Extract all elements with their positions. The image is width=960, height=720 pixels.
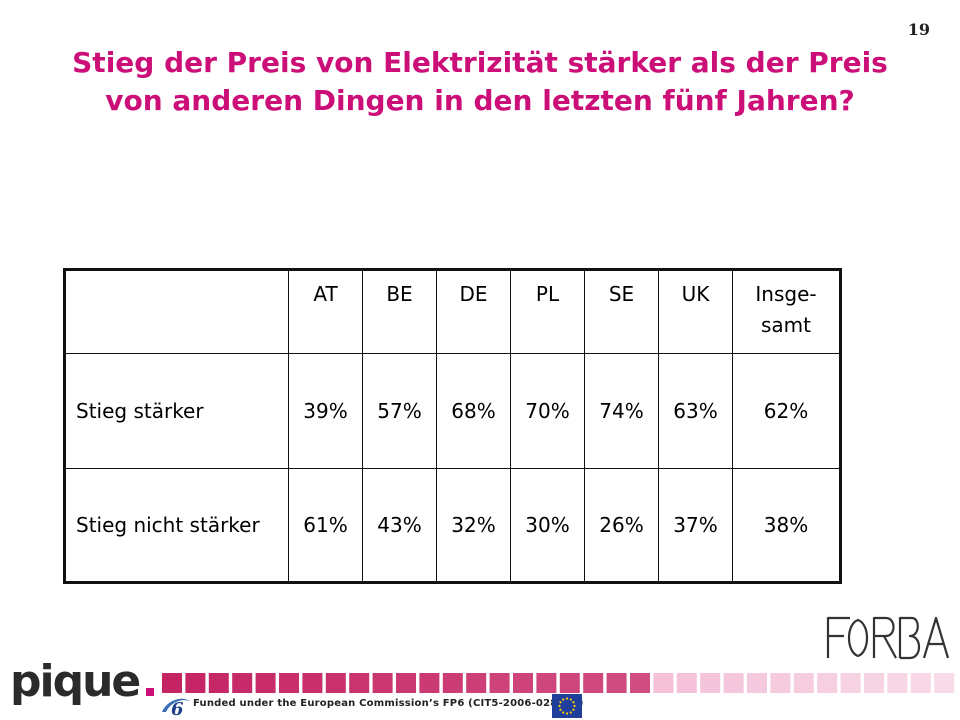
title-line-2: von anderen Dingen in den letzten fünf J… bbox=[105, 84, 855, 117]
header-cell-be: BE bbox=[362, 269, 437, 354]
eu-star bbox=[559, 708, 562, 711]
svg-text:pique: pique bbox=[10, 660, 139, 707]
eu-star bbox=[572, 708, 575, 711]
table-cell: 39% bbox=[288, 353, 363, 469]
decorative-square bbox=[162, 673, 182, 693]
header-cell-total: Insge- samt bbox=[732, 269, 841, 354]
decorative-square bbox=[489, 673, 510, 693]
eu-star bbox=[569, 698, 572, 701]
eu-flag-icon bbox=[552, 694, 582, 718]
decorative-square bbox=[419, 673, 440, 693]
eu-star bbox=[562, 698, 565, 701]
header-cell-uk: UK bbox=[658, 269, 733, 354]
decorative-square bbox=[676, 673, 697, 693]
header-cell-at: AT bbox=[288, 269, 363, 354]
decorative-square bbox=[910, 673, 931, 693]
table-cell: 70% bbox=[510, 353, 585, 469]
decorative-square bbox=[934, 673, 955, 693]
decorative-square bbox=[255, 673, 276, 693]
decorative-square bbox=[887, 673, 908, 693]
header-cell-empty bbox=[64, 269, 289, 354]
table-cell: 63% bbox=[658, 353, 733, 469]
decorative-square bbox=[700, 673, 721, 693]
decorative-square bbox=[536, 673, 557, 693]
decorative-square bbox=[185, 673, 206, 693]
eu-star bbox=[558, 704, 561, 708]
svg-text:6: 6 bbox=[171, 699, 184, 718]
table-row: Stieg nicht stärker 61% 43% 32% 30% 26% … bbox=[64, 468, 841, 583]
decorative-square bbox=[325, 673, 346, 693]
eu-star bbox=[569, 711, 572, 714]
row-label: Stieg stärker bbox=[64, 353, 289, 469]
table-cell: 32% bbox=[436, 468, 511, 583]
table-cell: 37% bbox=[658, 468, 733, 583]
decorative-square bbox=[302, 673, 323, 693]
table-cell: 26% bbox=[584, 468, 659, 583]
price-comparison-table: AT BE DE PL SE UK Insge- samt Stieg stär… bbox=[63, 268, 842, 584]
decorative-square bbox=[793, 673, 814, 693]
table-row: Stieg stärker 39% 57% 68% 70% 74% 63% 62… bbox=[64, 353, 841, 469]
decorative-square bbox=[372, 673, 393, 693]
table-cell: 43% bbox=[362, 468, 437, 583]
slide-title: Stieg der Preis von Elektrizität stärker… bbox=[40, 44, 920, 120]
decorative-square bbox=[653, 673, 674, 693]
table-cell: 62% bbox=[732, 353, 841, 469]
eu-star bbox=[559, 701, 562, 704]
table-cell: 57% bbox=[362, 353, 437, 469]
header-cell-pl: PL bbox=[510, 269, 585, 354]
header-cell-de: DE bbox=[436, 269, 511, 354]
decorative-square bbox=[747, 673, 767, 693]
title-line-1: Stieg der Preis von Elektrizität stärker… bbox=[72, 46, 888, 79]
decorative-square bbox=[817, 673, 838, 693]
eu-star bbox=[562, 711, 565, 714]
decorative-square bbox=[559, 673, 580, 693]
funding-notice: Funded under the European Commission’s F… bbox=[193, 698, 584, 709]
decorative-square bbox=[864, 673, 884, 693]
decorative-square bbox=[606, 673, 627, 693]
table-cell: 68% bbox=[436, 353, 511, 469]
decorative-square bbox=[208, 673, 229, 693]
decorative-square bbox=[466, 673, 487, 693]
table-cell: 38% bbox=[732, 468, 841, 583]
fp6-logo: 6 bbox=[162, 698, 190, 718]
decorative-square bbox=[723, 673, 744, 693]
decorative-square-band bbox=[162, 673, 955, 693]
header-cell-se: SE bbox=[584, 269, 659, 354]
decorative-square bbox=[583, 673, 604, 693]
decorative-square bbox=[279, 673, 299, 693]
table-cell: 74% bbox=[584, 353, 659, 469]
decorative-square bbox=[396, 673, 416, 693]
pique-logo: pique bbox=[10, 660, 154, 707]
decorative-square bbox=[840, 673, 861, 693]
table-cell: 61% bbox=[288, 468, 363, 583]
table-cell: 30% bbox=[510, 468, 585, 583]
decorative-square bbox=[349, 673, 370, 693]
eu-star bbox=[565, 697, 569, 700]
eu-star bbox=[565, 712, 569, 715]
table-header-row: AT BE DE PL SE UK Insge- samt bbox=[64, 269, 841, 354]
decorative-square bbox=[442, 673, 463, 693]
decorative-square bbox=[770, 673, 791, 693]
decorative-square bbox=[232, 673, 253, 693]
decorative-square bbox=[630, 673, 650, 693]
eu-star bbox=[573, 704, 576, 708]
eu-star bbox=[572, 701, 575, 704]
slide-number: 19 bbox=[907, 20, 930, 39]
decorative-square bbox=[513, 673, 533, 693]
row-label: Stieg nicht stärker bbox=[64, 468, 289, 583]
forba-logo bbox=[826, 616, 950, 660]
